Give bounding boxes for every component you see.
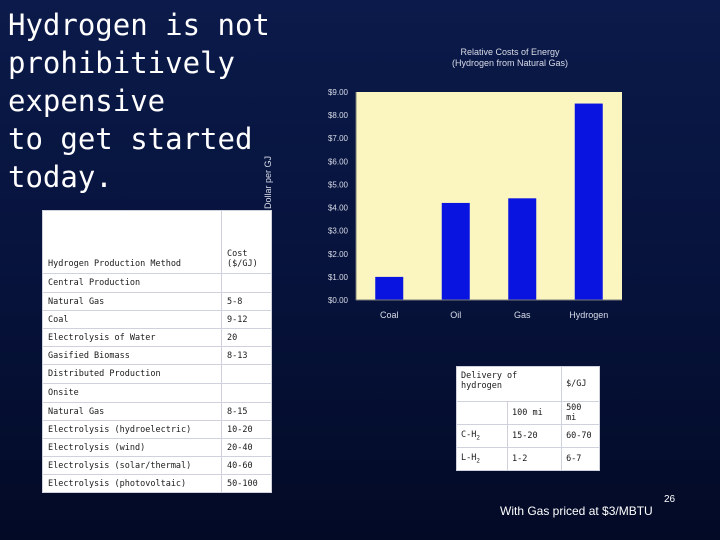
x-tick-label: Oil — [450, 310, 461, 320]
bar-chart: $0.00 $1.00 $2.00 $3.00 $4.00 $5.00 $6.00 $7.00… — [328, 88, 622, 320]
distance-500: 500 mi — [561, 401, 600, 425]
method-cell: Gasified Biomass — [42, 346, 222, 365]
cost-header: Cost ($/GJ) — [221, 210, 272, 274]
cost-cell: 8-13 — [221, 346, 272, 365]
cost-100: 1-2 — [506, 447, 563, 471]
table-row: Electrolysis of Water 20 — [42, 328, 272, 347]
bar-hydrogen — [574, 103, 603, 300]
page-number: 26 — [664, 494, 676, 505]
method-header: Hydrogen Production Method — [42, 210, 222, 274]
delivery-kind: C-H2 — [456, 424, 508, 448]
table-row: Natural Gas 8-15 — [42, 402, 272, 421]
method-cell: Central Production — [42, 273, 222, 293]
y-tick-label: $0.00 — [328, 296, 349, 305]
chart-title-line-2: (Hydrogen from Natural Gas) — [451, 58, 569, 68]
method-cell: Electrolysis of Water — [42, 328, 222, 347]
table-row: Coal 9-12 — [42, 310, 272, 329]
cost-cell: 10-20 — [221, 420, 272, 439]
cost-cell: 5-8 — [221, 292, 272, 311]
x-tick-label: Gas — [514, 310, 531, 320]
cost-500: 60-70 — [561, 424, 600, 448]
delivery-header: Delivery of hydrogen — [455, 366, 563, 402]
table-header-row: Hydrogen Production Method Cost ($/GJ) — [42, 210, 272, 274]
delivery-header-row: Delivery of hydrogen $/GJ — [455, 366, 600, 402]
y-tick-label: $3.00 — [328, 227, 349, 236]
method-cell: Coal — [42, 310, 222, 329]
section-row-onsite: Onsite — [42, 383, 272, 403]
y-tick-label: $8.00 — [328, 111, 349, 120]
distance-row: 100 mi 500 mi — [456, 401, 600, 425]
cost-cell: 20 — [221, 328, 272, 347]
cost-cell — [221, 383, 272, 403]
y-tick-label: $1.00 — [328, 273, 349, 282]
x-tick-label: Coal — [380, 310, 399, 320]
section-row-distributed: Distributed Production — [42, 364, 272, 384]
method-cell: Onsite — [42, 383, 222, 403]
table-row: Electrolysis (hydroelectric) 10-20 — [42, 420, 272, 439]
y-tick-labels: $0.00 $1.00 $2.00 $3.00 $4.00 $5.00 $6.00 $7.00… — [328, 88, 349, 305]
cost-cell: 20-40 — [221, 438, 272, 457]
x-tick-labels: Coal Oil Gas Hydrogen — [380, 310, 608, 320]
table-row: C-H2 15-20 60-70 — [456, 424, 600, 448]
method-cell: Natural Gas — [42, 402, 222, 421]
delivery-unit: $/GJ — [561, 366, 600, 402]
y-tick-label: $6.00 — [328, 157, 349, 166]
cost-cell — [221, 364, 272, 384]
delivery-cost-table: Delivery of hydrogen $/GJ 100 mi 500 mi … — [455, 366, 600, 471]
table-row: Electrolysis (photovoltaic) 50-100 — [42, 474, 272, 493]
y-tick-label: $2.00 — [328, 250, 349, 259]
cost-cell: 8-15 — [221, 402, 272, 421]
table-row: Electrolysis (wind) 20-40 — [42, 438, 272, 457]
method-cell: Electrolysis (wind) — [42, 438, 222, 457]
table-row: Electrolysis (solar/thermal) 40-60 — [42, 456, 272, 475]
cost-cell: 9-12 — [221, 310, 272, 329]
y-tick-label: $7.00 — [328, 134, 349, 143]
method-cell: Electrolysis (photovoltaic) — [42, 474, 222, 493]
cost-500: 6-7 — [561, 447, 600, 471]
y-tick-label: $4.00 — [328, 204, 349, 213]
table-row: Natural Gas 5-8 — [42, 292, 272, 311]
x-tick-label: Hydrogen — [569, 310, 608, 320]
bar-coal — [375, 276, 404, 300]
delivery-kind: L-H2 — [456, 447, 508, 471]
bars — [375, 103, 603, 300]
table-row: L-H2 1-2 6-7 — [456, 447, 600, 471]
method-cell: Natural Gas — [42, 292, 222, 311]
method-cell: Electrolysis (solar/thermal) — [42, 456, 222, 475]
method-cell: Distributed Production — [42, 364, 222, 384]
bar-gas — [508, 198, 537, 300]
method-cell: Electrolysis (hydroelectric) — [42, 420, 222, 439]
distance-100: 100 mi — [506, 401, 563, 425]
cost-cell: 40-60 — [221, 456, 272, 475]
bar-oil — [441, 202, 470, 300]
chart-title-line-1: Relative Costs of Energy — [460, 47, 560, 57]
y-tick-label: $5.00 — [328, 180, 349, 189]
cost-100: 15-20 — [506, 424, 563, 448]
blank-cell — [456, 401, 508, 425]
section-row-central: Central Production — [42, 273, 272, 293]
y-tick-label: $9.00 — [328, 88, 349, 97]
table-row: Gasified Biomass 8-13 — [42, 346, 272, 365]
cost-cell — [221, 273, 272, 293]
production-cost-table: Hydrogen Production Method Cost ($/GJ) C… — [42, 210, 272, 493]
cost-cell: 50-100 — [221, 474, 272, 493]
gas-price-note: With Gas priced at $3/MBTU — [500, 504, 653, 518]
chart-title: Relative Costs of Energy (Hydrogen from … — [410, 47, 610, 69]
slide-title: Hydrogen is not prohibitively expensive … — [8, 8, 270, 194]
